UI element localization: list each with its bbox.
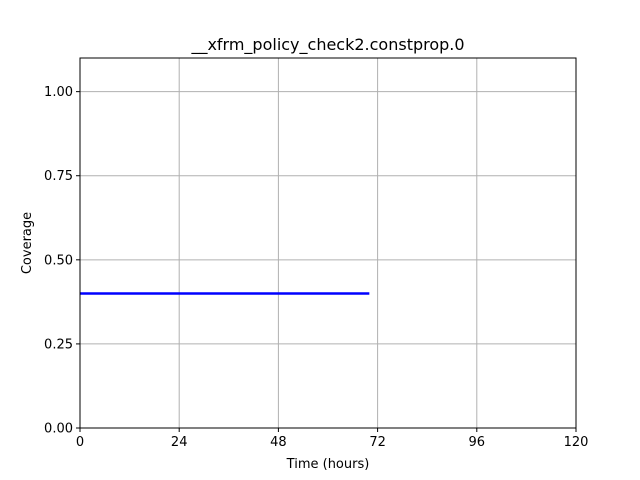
x-tick-label: 48 [270, 435, 287, 450]
x-tick-label: 24 [171, 435, 188, 450]
y-axis-label: Coverage [20, 212, 35, 274]
x-tick-label: 72 [369, 435, 386, 450]
x-tick-label: 96 [469, 435, 486, 450]
y-tick-label: 1.00 [44, 85, 73, 100]
x-ticks: 0 24 48 72 96 120 [76, 428, 589, 450]
y-tick-label: 0.50 [44, 253, 73, 268]
y-ticks: 0.00 0.25 0.50 0.75 1.00 [44, 85, 80, 437]
y-tick-label: 0.25 [44, 337, 73, 352]
y-tick-label: 0.75 [44, 169, 73, 184]
axes-frame [79, 57, 577, 429]
chart-title: __xfrm_policy_check2.constprop.0 [190, 35, 464, 55]
x-axis-label: Time (hours) [286, 457, 370, 472]
y-tick-label: 0.00 [44, 422, 73, 437]
x-tick-label: 120 [564, 435, 589, 450]
x-tick-label: 0 [76, 435, 84, 450]
